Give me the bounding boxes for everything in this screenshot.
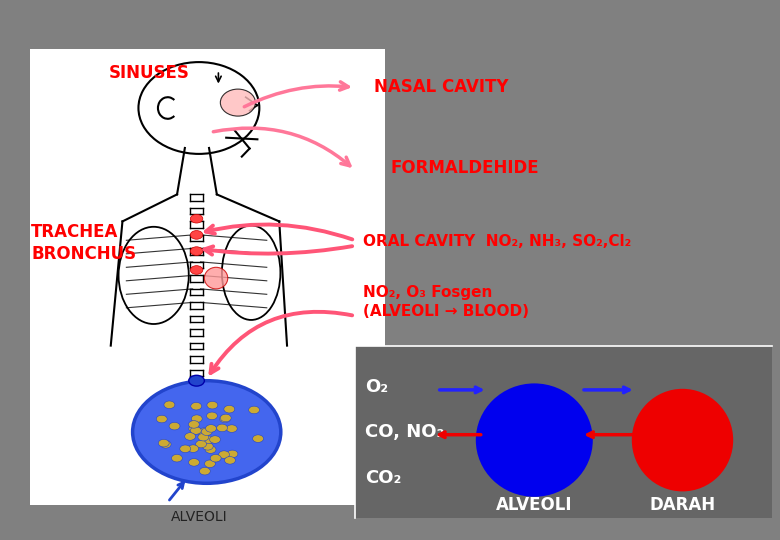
Circle shape bbox=[219, 415, 230, 423]
Ellipse shape bbox=[204, 267, 228, 289]
Circle shape bbox=[190, 214, 203, 223]
Circle shape bbox=[207, 412, 218, 420]
FancyBboxPatch shape bbox=[30, 49, 385, 505]
Circle shape bbox=[204, 460, 215, 468]
Circle shape bbox=[164, 401, 175, 409]
Circle shape bbox=[207, 401, 218, 409]
Text: ALVEOLI: ALVEOLI bbox=[496, 496, 573, 514]
Text: TRACHEA
BRONCHUS: TRACHEA BRONCHUS bbox=[31, 223, 136, 263]
Text: ORAL CAVITY  NO₂, NH₃, SO₂,Cl₂: ORAL CAVITY NO₂, NH₃, SO₂,Cl₂ bbox=[363, 234, 631, 249]
Circle shape bbox=[218, 451, 229, 458]
Circle shape bbox=[217, 424, 228, 431]
FancyArrowPatch shape bbox=[244, 82, 349, 107]
Circle shape bbox=[199, 428, 210, 435]
Circle shape bbox=[225, 456, 236, 464]
FancyArrowPatch shape bbox=[211, 312, 353, 373]
Circle shape bbox=[189, 458, 200, 466]
Text: FORMALDEHIDE: FORMALDEHIDE bbox=[390, 159, 539, 177]
Circle shape bbox=[191, 415, 202, 422]
FancyArrowPatch shape bbox=[206, 225, 353, 239]
Circle shape bbox=[210, 436, 221, 443]
Circle shape bbox=[202, 443, 213, 450]
Circle shape bbox=[200, 468, 211, 475]
Circle shape bbox=[190, 247, 203, 255]
Text: DARAH: DARAH bbox=[650, 496, 715, 514]
Circle shape bbox=[210, 455, 221, 462]
Text: CO₂: CO₂ bbox=[365, 469, 402, 487]
Circle shape bbox=[189, 421, 200, 428]
Circle shape bbox=[156, 415, 167, 423]
Circle shape bbox=[190, 427, 201, 434]
Text: SINUSES: SINUSES bbox=[109, 64, 190, 82]
Text: O₂: O₂ bbox=[365, 377, 388, 395]
Ellipse shape bbox=[632, 389, 733, 491]
Text: CO, NO₂: CO, NO₂ bbox=[365, 423, 445, 441]
Circle shape bbox=[220, 414, 231, 422]
Circle shape bbox=[205, 424, 216, 432]
Circle shape bbox=[190, 231, 203, 239]
Ellipse shape bbox=[476, 383, 593, 497]
Circle shape bbox=[190, 266, 203, 274]
Circle shape bbox=[226, 425, 237, 433]
Circle shape bbox=[253, 435, 264, 442]
Circle shape bbox=[224, 406, 235, 413]
Circle shape bbox=[185, 433, 196, 440]
Circle shape bbox=[197, 429, 208, 437]
Circle shape bbox=[179, 445, 190, 453]
FancyBboxPatch shape bbox=[355, 346, 772, 518]
Circle shape bbox=[205, 446, 216, 454]
Circle shape bbox=[188, 445, 199, 453]
Circle shape bbox=[191, 402, 202, 410]
Circle shape bbox=[249, 406, 260, 414]
Circle shape bbox=[160, 441, 171, 448]
Circle shape bbox=[158, 440, 169, 447]
Circle shape bbox=[189, 375, 204, 386]
Ellipse shape bbox=[220, 89, 256, 116]
Circle shape bbox=[204, 436, 215, 443]
Circle shape bbox=[189, 425, 200, 433]
Text: NASAL CAVITY: NASAL CAVITY bbox=[374, 78, 509, 96]
Circle shape bbox=[169, 422, 180, 430]
Circle shape bbox=[172, 454, 183, 462]
Text: NO₂, O₃ Fosgen
(ALVEOLI → BLOOD): NO₂, O₃ Fosgen (ALVEOLI → BLOOD) bbox=[363, 285, 529, 319]
Circle shape bbox=[196, 440, 207, 448]
Text: ALVEOLI: ALVEOLI bbox=[171, 510, 227, 524]
Circle shape bbox=[227, 450, 238, 458]
Circle shape bbox=[201, 428, 212, 435]
Circle shape bbox=[198, 434, 209, 441]
Circle shape bbox=[133, 381, 281, 483]
FancyArrowPatch shape bbox=[213, 128, 350, 166]
FancyArrowPatch shape bbox=[204, 246, 352, 255]
